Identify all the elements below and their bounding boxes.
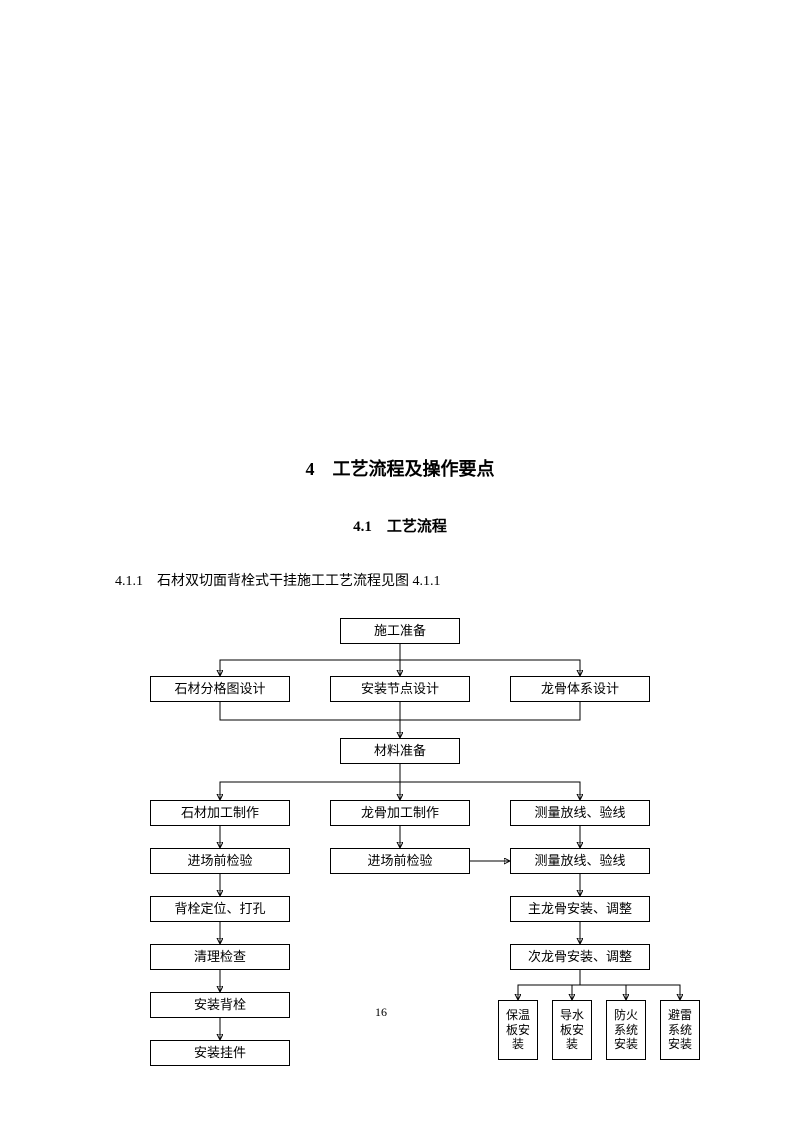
flow-node-n18: 保温板安装 — [498, 1000, 538, 1060]
flow-edge-22 — [580, 970, 680, 1000]
flow-edge-8 — [400, 782, 580, 800]
flow-node-n6: 石材加工制作 — [150, 800, 290, 826]
flow-node-n11: 测量放线、验线 — [510, 848, 650, 874]
section-title: 4 工艺流程及操作要点 — [0, 455, 800, 481]
flow-node-n2: 石材分格图设计 — [150, 676, 290, 702]
flow-node-n1: 施工准备 — [340, 618, 460, 644]
flow-node-n14: 清理检查 — [150, 944, 290, 970]
flow-edge-4 — [220, 702, 400, 720]
flow-node-n10: 进场前检验 — [330, 848, 470, 874]
flow-edge-5 — [400, 702, 580, 720]
flow-node-n20: 防火系统安装 — [606, 1000, 646, 1060]
flow-edge-21 — [580, 985, 626, 1000]
flow-edge-2 — [400, 660, 580, 676]
flow-node-n12: 背栓定位、打孔 — [150, 896, 290, 922]
flowchart-edges — [0, 0, 800, 1132]
item-title: 4.1.1 石材双切面背栓式干挂施工工艺流程见图 4.1.1 — [115, 570, 441, 590]
flow-edge-20 — [572, 985, 580, 1000]
flow-node-n8: 测量放线、验线 — [510, 800, 650, 826]
flow-node-n5: 材料准备 — [340, 738, 460, 764]
flow-node-n21: 避雷系统安装 — [660, 1000, 700, 1060]
flow-edge-19 — [518, 970, 580, 1000]
flow-node-n16: 安装背栓 — [150, 992, 290, 1018]
flow-node-n19: 导水板安装 — [552, 1000, 592, 1060]
page-number: 16 — [375, 1005, 387, 1020]
flow-edge-1 — [220, 660, 400, 676]
flow-node-n15: 次龙骨安装、调整 — [510, 944, 650, 970]
flow-node-n13: 主龙骨安装、调整 — [510, 896, 650, 922]
flow-node-n7: 龙骨加工制作 — [330, 800, 470, 826]
flow-node-n17: 安装挂件 — [150, 1040, 290, 1066]
flow-node-n3: 安装节点设计 — [330, 676, 470, 702]
subsection-title: 4.1 工艺流程 — [0, 515, 800, 536]
flow-node-n4: 龙骨体系设计 — [510, 676, 650, 702]
flow-node-n9: 进场前检验 — [150, 848, 290, 874]
flow-edge-7 — [220, 782, 400, 800]
